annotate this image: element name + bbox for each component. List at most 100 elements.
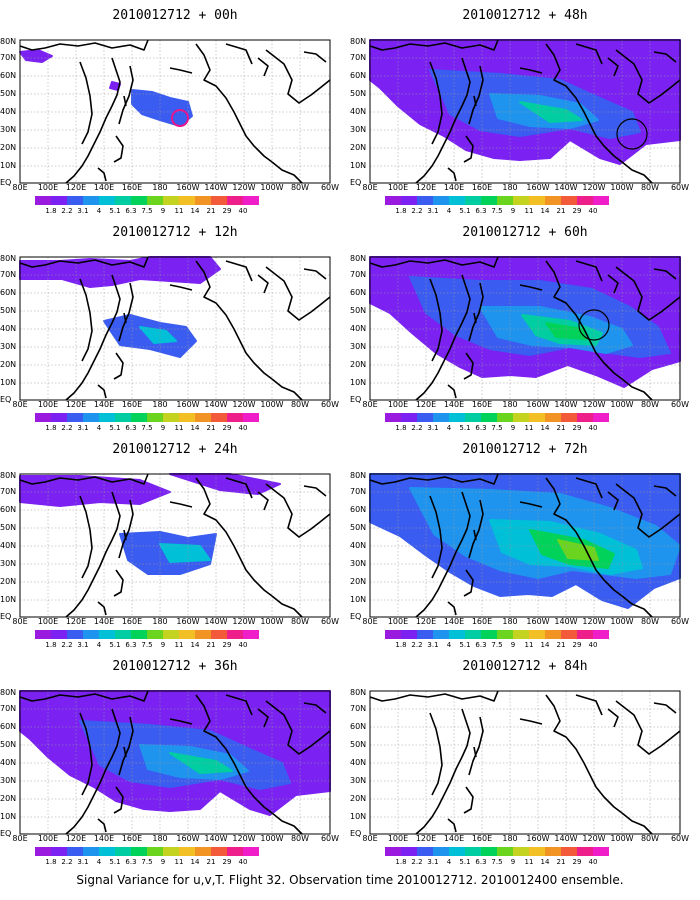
colorbar (385, 413, 609, 422)
colorbar-label: 11 (174, 207, 184, 215)
colorbar-box (433, 413, 449, 422)
coastline (19, 39, 149, 51)
colorbar-box (243, 847, 259, 856)
colorbar-label: 14 (540, 424, 550, 432)
map-plot (369, 256, 681, 401)
lon-tick-label: 120E (65, 834, 87, 843)
map-frame (19, 690, 331, 835)
colorbar-label: 2.2 (61, 858, 73, 866)
colorbar-box (211, 413, 227, 422)
colorbar-box (99, 630, 115, 639)
colorbar-box (179, 630, 195, 639)
colorbar-label: 21 (206, 641, 216, 649)
colorbar-label: 9 (160, 641, 166, 649)
colorbar-box (433, 196, 449, 205)
colorbar-box (385, 413, 401, 422)
colorbar-label: 29 (222, 858, 232, 866)
colorbar-label: 11 (524, 641, 534, 649)
coastline (118, 499, 134, 559)
map-plot (19, 256, 331, 401)
lon-tick-label: 180 (502, 400, 518, 409)
colorbar (35, 196, 259, 205)
coastline (123, 312, 127, 324)
colorbar-box (67, 847, 83, 856)
lat-tick-label: 40N (0, 758, 17, 767)
colorbar-box (449, 630, 465, 639)
colorbar-label: 5.1 (459, 641, 471, 649)
coastline (303, 51, 327, 63)
colorbar-labels: 1.8 2.2 3.1 4 5.1 6.3 7.5 9 11 14 21 29 40 (35, 858, 295, 868)
lon-tick-label: 140E (93, 617, 115, 626)
colorbar-box (227, 196, 243, 205)
colorbar-box (465, 630, 481, 639)
colorbar-label: 7.5 (141, 424, 153, 432)
colorbar-label: 11 (174, 641, 184, 649)
colorbar-box (561, 630, 577, 639)
map-frame (369, 39, 681, 184)
coastline (79, 61, 93, 145)
colorbar-box (211, 196, 227, 205)
coastline (519, 718, 543, 725)
colorbar-box (115, 413, 131, 422)
lon-tick-label: 80E (362, 183, 378, 192)
colorbar-label: 40 (238, 207, 248, 215)
lat-tick-label: 70N (350, 704, 367, 713)
colorbar-box (465, 413, 481, 422)
lon-tick-label: 80E (12, 834, 28, 843)
lon-tick-label: 160W (526, 617, 550, 626)
map-plot (19, 690, 331, 835)
lon-tick-label: 80E (12, 400, 28, 409)
panel-title: 2010012712 + 24h (112, 442, 238, 457)
lon-tick-label: 140E (93, 183, 115, 192)
lat-tick-label: 30N (0, 342, 17, 351)
coastline (653, 51, 677, 63)
lat-tick-label: 50N (0, 740, 17, 749)
coastline (607, 708, 619, 728)
colorbar (385, 196, 609, 205)
lon-tick-label: 160E (121, 834, 143, 843)
lat-tick-label: EQ (0, 829, 12, 838)
colorbar-label: 9 (160, 424, 166, 432)
colorbar-box (401, 196, 417, 205)
coastline (575, 260, 603, 282)
colorbar-label: 9 (510, 207, 516, 215)
lat-tick-label: 80N (0, 37, 17, 46)
colorbar-label: 14 (190, 641, 200, 649)
lat-tick-label: 10N (0, 378, 17, 387)
colorbar-label: 5.1 (459, 207, 471, 215)
colorbar-label: 3.1 (77, 858, 89, 866)
coastline (519, 284, 543, 291)
colorbar-label: 4 (446, 641, 452, 649)
coastline (257, 491, 269, 511)
coastline (225, 260, 253, 282)
lat-tick-label: 40N (350, 324, 367, 333)
colorbar-box (513, 847, 529, 856)
colorbar-box (163, 413, 179, 422)
colorbar-labels: 1.8 2.2 3.1 4 5.1 6.3 7.5 9 11 14 21 29 40 (385, 424, 645, 434)
colorbar-label: 14 (190, 424, 200, 432)
lat-tick-label: 60N (350, 722, 367, 731)
colorbar-box (449, 196, 465, 205)
lon-tick-label: 100W (610, 400, 634, 409)
lon-tick-label: 140E (93, 834, 115, 843)
lat-tick-label: 30N (0, 559, 17, 568)
lon-tick-label: 80W (640, 183, 660, 192)
lat-tick-label: EQ (350, 395, 362, 404)
lon-tick-label: 100W (610, 617, 634, 626)
variance-region (19, 256, 221, 288)
coastline (369, 39, 499, 51)
coastline (653, 485, 677, 497)
lon-tick-label: 160W (176, 617, 200, 626)
colorbar-box (401, 847, 417, 856)
lon-tick-label: 180 (152, 183, 168, 192)
coastline (415, 708, 471, 835)
coastline (195, 260, 273, 380)
panel-title: 2010012712 + 48h (462, 8, 588, 23)
coastline (97, 818, 107, 833)
coastline (519, 501, 543, 508)
lat-tick-label: 30N (350, 342, 367, 351)
colorbar-label: 1.8 (45, 207, 57, 215)
lat-tick-label: 10N (350, 161, 367, 170)
lat-tick-label: 30N (350, 559, 367, 568)
lon-tick-label: 120W (232, 834, 256, 843)
